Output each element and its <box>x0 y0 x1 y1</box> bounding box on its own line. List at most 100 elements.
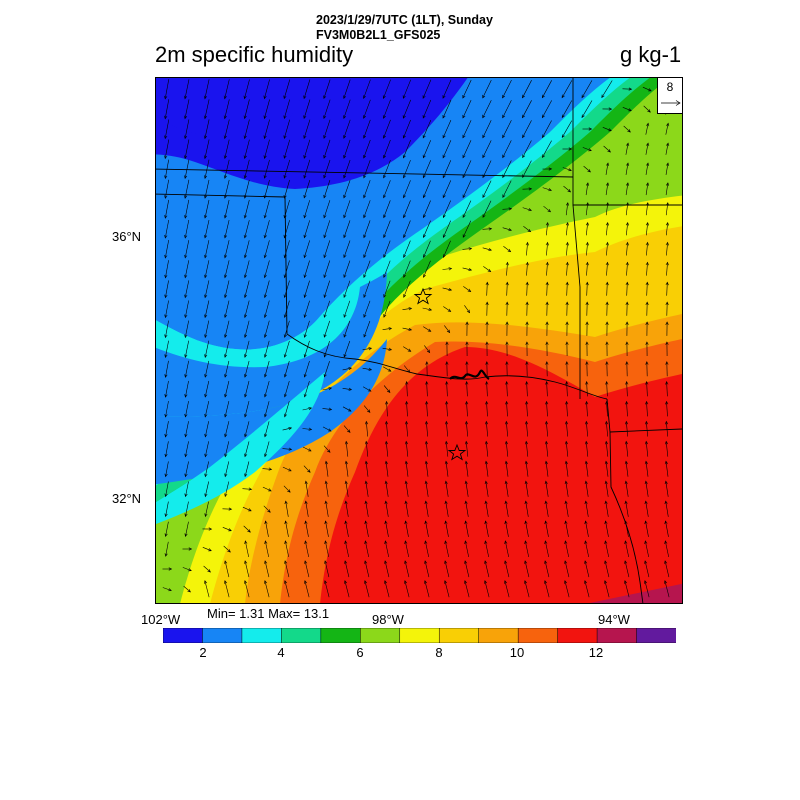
wind-vector <box>165 521 169 537</box>
wind-vector <box>363 79 371 99</box>
wind-vector <box>445 521 449 537</box>
wind-vector <box>204 280 210 298</box>
wind-vector-head <box>268 488 272 492</box>
colorbar-swatch <box>438 628 480 643</box>
wind-vector <box>383 240 391 258</box>
wind-vector <box>165 501 169 517</box>
wind-vector <box>244 360 250 378</box>
wind-vector-head <box>303 234 307 239</box>
wind-vector-head <box>228 507 233 511</box>
wind-vector-head <box>264 393 268 398</box>
wind-vector-head <box>343 254 347 259</box>
wind-vector-head <box>664 560 668 564</box>
wind-vector <box>382 347 392 351</box>
wind-vector-head <box>343 95 347 100</box>
wind-vector-head <box>164 553 168 557</box>
wind-vector-head <box>505 321 509 325</box>
wind-vector-head <box>484 580 488 584</box>
wind-vector <box>545 441 549 457</box>
wind-vector <box>565 441 569 457</box>
wind-vector <box>505 441 509 457</box>
wind-vector-head <box>544 580 548 584</box>
wind-vector-head <box>645 400 649 405</box>
wind-vector <box>224 99 230 119</box>
wind-vector-head <box>403 194 406 199</box>
wind-vector <box>344 560 350 578</box>
wind-vector-head <box>604 460 608 465</box>
wind-vector-head <box>585 380 589 385</box>
wind-vector <box>363 200 371 218</box>
wind-vector-head <box>464 520 468 525</box>
wind-vector-head <box>244 473 248 478</box>
colorbar-swatch <box>320 628 361 643</box>
wind-vector-head <box>565 301 569 306</box>
wind-vector-head <box>442 134 446 139</box>
wind-vector-head <box>184 274 188 279</box>
wind-vector-head <box>665 321 669 325</box>
wind-vector-head <box>525 261 529 266</box>
wind-vector-head <box>524 520 528 525</box>
wind-vector <box>502 140 512 158</box>
wind-vector <box>383 260 391 278</box>
wind-vector <box>363 280 371 298</box>
wind-vector <box>402 327 412 331</box>
wind-vector <box>205 501 209 517</box>
wind-vector-head <box>544 480 548 485</box>
wind-vector-head <box>224 334 228 338</box>
wind-vector-head <box>204 413 208 418</box>
wind-vector-head <box>665 400 669 405</box>
wind-vector-head <box>184 394 188 398</box>
wind-vector <box>442 140 452 158</box>
wind-vector-head <box>545 361 549 365</box>
wind-vector-head <box>581 114 585 119</box>
wind-vector-head <box>403 234 407 239</box>
wind-vector-head <box>224 493 228 498</box>
wind-vector-head <box>168 567 173 571</box>
wind-vector-head <box>363 234 367 239</box>
wind-vector <box>442 160 452 178</box>
wind-vector <box>165 400 169 418</box>
wind-vector-head <box>303 135 307 139</box>
wind-vector-head <box>628 87 633 91</box>
wind-vector-head <box>665 241 669 246</box>
wind-vector <box>585 182 589 196</box>
wind-vector <box>566 381 568 397</box>
wind-vector <box>626 222 628 236</box>
wind-vector <box>561 80 573 98</box>
wind-vector <box>323 180 331 198</box>
wind-vector-head <box>484 500 488 505</box>
wind-vector <box>364 560 370 578</box>
wind-vector <box>363 300 371 318</box>
wind-vector-head <box>604 480 608 485</box>
wind-vector <box>382 366 392 372</box>
wind-vector-head <box>484 480 488 485</box>
wind-vector-head <box>665 202 670 206</box>
wind-vector <box>644 560 650 578</box>
wind-vector <box>525 441 529 457</box>
wind-vector-head <box>624 500 628 505</box>
wind-vector-head <box>204 433 208 438</box>
wind-vector <box>383 220 391 238</box>
wind-vector-head <box>364 500 368 505</box>
wind-vector <box>303 119 311 139</box>
wind-vector-head <box>626 142 630 147</box>
wind-vector <box>385 481 389 497</box>
wind-vector <box>224 461 230 477</box>
wind-vector-head <box>545 380 549 385</box>
wind-vector-head <box>263 115 267 120</box>
wind-vector <box>345 501 349 517</box>
wind-vector-head <box>408 307 413 311</box>
wind-vector-head <box>323 314 327 318</box>
wind-vector-head <box>343 174 347 179</box>
wind-vector <box>585 461 589 477</box>
wind-vector-head <box>388 327 393 331</box>
wind-vector-head <box>644 500 648 505</box>
wind-vector <box>343 139 351 159</box>
wind-vector <box>605 540 609 558</box>
wind-vector <box>304 360 310 378</box>
wind-vector <box>224 401 230 417</box>
wind-vector <box>264 340 270 358</box>
wind-vector <box>586 222 588 236</box>
wind-vector-head <box>644 520 648 525</box>
wind-vector-head <box>343 334 347 338</box>
